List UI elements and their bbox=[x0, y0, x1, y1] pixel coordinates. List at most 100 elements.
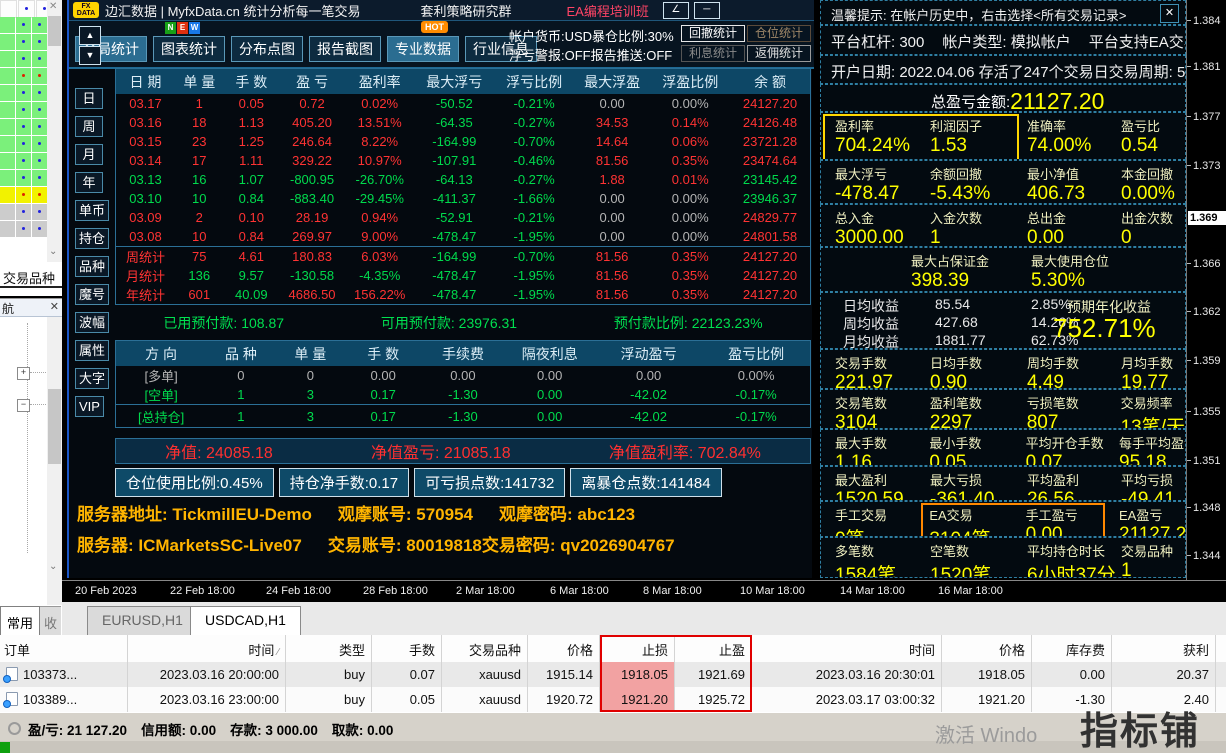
toolbar-tab-6[interactable]: 行业信息 bbox=[465, 36, 537, 62]
market-watch-cell[interactable] bbox=[32, 51, 47, 67]
market-watch-cell[interactable] bbox=[16, 17, 31, 33]
scroll-down-icon[interactable]: ⌄ bbox=[49, 246, 58, 257]
daily-row: 03.14 17 1.11 329.22 10.97% -107.91 -0.46% 81.5… bbox=[116, 151, 810, 170]
toolbar-button-1[interactable]: 回撤统计 bbox=[681, 25, 745, 42]
side-tab-9[interactable]: 波幅 bbox=[75, 312, 110, 333]
community-link[interactable]: 套利策略研究群 bbox=[420, 3, 512, 19]
order-row[interactable]: 103373... 2023.03.16 20:00:00 buy 0.07 xauus… bbox=[0, 662, 1226, 687]
toolbar-tab-2[interactable]: 图表统计 bbox=[153, 36, 225, 62]
training-link[interactable]: EA编程培训班 bbox=[566, 3, 649, 19]
tab-shoucang[interactable]: 收 bbox=[40, 606, 61, 636]
toolbar-tab-3[interactable]: 分布点图 bbox=[231, 36, 303, 62]
orders-column-header[interactable]: 价格 bbox=[942, 635, 1032, 662]
scrollbar-thumb[interactable] bbox=[48, 389, 61, 464]
market-watch-cell[interactable] bbox=[16, 221, 31, 237]
cell: -52.91 bbox=[435, 210, 473, 225]
market-watch-cell[interactable] bbox=[32, 17, 47, 33]
market-watch-scrollbar[interactable] bbox=[47, 0, 62, 262]
market-watch-cell[interactable] bbox=[32, 170, 47, 186]
market-watch-cell[interactable] bbox=[0, 119, 15, 135]
orders-column-header[interactable]: 价格 bbox=[528, 635, 600, 662]
market-watch-cell[interactable] bbox=[32, 221, 47, 237]
market-watch-cell[interactable] bbox=[0, 0, 17, 18]
chart-tab-1[interactable]: EURUSD,H1 bbox=[87, 606, 198, 635]
market-watch-cell[interactable] bbox=[32, 187, 47, 203]
toolbar-button-2[interactable]: 仓位统计 bbox=[747, 25, 811, 42]
market-watch-cell[interactable] bbox=[32, 136, 47, 152]
market-watch-cell[interactable] bbox=[32, 34, 47, 50]
market-watch-cell[interactable] bbox=[16, 204, 31, 220]
market-watch-cell[interactable] bbox=[16, 85, 31, 101]
orders-column-header[interactable]: 库存费 bbox=[1032, 635, 1112, 662]
market-watch-cell[interactable] bbox=[0, 136, 15, 152]
market-watch-cell[interactable] bbox=[16, 102, 31, 118]
orders-column-header[interactable]: 类型 bbox=[286, 635, 372, 662]
market-watch-cell[interactable] bbox=[0, 170, 15, 186]
market-watch-cell[interactable] bbox=[32, 204, 47, 220]
scrollbar-thumb[interactable] bbox=[48, 16, 61, 46]
side-tab-7[interactable]: 品种 bbox=[75, 256, 110, 277]
market-watch-cell[interactable] bbox=[16, 51, 31, 67]
market-watch-cell[interactable] bbox=[16, 187, 31, 203]
market-watch-cell[interactable] bbox=[0, 204, 15, 220]
scroll-down-icon[interactable]: ⌄ bbox=[49, 561, 58, 572]
market-watch-cell[interactable] bbox=[32, 85, 47, 101]
orders-column-header[interactable]: 止损 bbox=[600, 635, 675, 662]
market-watch-cell[interactable] bbox=[16, 153, 31, 169]
market-watch-cell[interactable] bbox=[32, 102, 47, 118]
market-watch-cell[interactable] bbox=[0, 187, 15, 203]
side-tab-4[interactable]: 年 bbox=[75, 172, 103, 193]
market-watch-cell[interactable] bbox=[32, 68, 47, 84]
toolbar-button-3[interactable]: 利息统计 bbox=[681, 45, 745, 62]
tab-changyong[interactable]: 常用 bbox=[0, 606, 40, 636]
toolbar-button-4[interactable]: 返佣统计 bbox=[747, 45, 811, 62]
column-header: 品 种 bbox=[224, 345, 257, 362]
scroll-up-button[interactable]: ▲ bbox=[79, 26, 101, 45]
orders-column-header[interactable]: 订单 bbox=[0, 635, 128, 662]
market-watch-cell[interactable] bbox=[0, 153, 15, 169]
tree-collapse-icon[interactable]: − bbox=[17, 399, 30, 412]
side-tab-3[interactable]: 月 bbox=[75, 144, 103, 165]
orders-column-header[interactable]: 时间 bbox=[752, 635, 942, 662]
market-watch-cell[interactable] bbox=[0, 85, 15, 101]
side-tab-1[interactable]: 日 bbox=[75, 88, 103, 109]
toolbar-tab-4[interactable]: 报告截图 bbox=[309, 36, 381, 62]
tree-expand-icon[interactable]: + bbox=[17, 367, 30, 380]
market-watch-cell[interactable] bbox=[16, 170, 31, 186]
market-watch-cell[interactable] bbox=[0, 17, 15, 33]
market-watch-cell[interactable] bbox=[0, 51, 15, 67]
market-watch-cell[interactable] bbox=[18, 0, 35, 18]
side-tab-11[interactable]: 大字 bbox=[75, 368, 110, 389]
side-tab-10[interactable]: 属性 bbox=[75, 340, 110, 361]
edit-icon[interactable]: ∠ bbox=[662, 1, 689, 19]
close-icon[interactable]: ✕ bbox=[49, 1, 58, 12]
orders-column-header[interactable]: 时间 ∕ bbox=[128, 635, 286, 662]
orders-column-header[interactable]: 手数 bbox=[372, 635, 442, 662]
side-tab-6[interactable]: 持仓 bbox=[75, 228, 110, 249]
market-watch-cell[interactable] bbox=[32, 119, 47, 135]
side-tab-8[interactable]: 魔号 bbox=[75, 284, 110, 305]
market-watch-cell[interactable] bbox=[16, 34, 31, 50]
side-tab-12[interactable]: VIP bbox=[75, 396, 104, 417]
market-watch-cell[interactable] bbox=[16, 119, 31, 135]
side-tab-2[interactable]: 周 bbox=[75, 116, 103, 137]
market-watch-cell[interactable] bbox=[0, 102, 15, 118]
toolbar-tab-5[interactable]: 专业数据 bbox=[387, 36, 459, 62]
market-watch-cell[interactable] bbox=[0, 68, 15, 84]
side-tab-5[interactable]: 单币 bbox=[75, 200, 110, 221]
orders-column-header[interactable]: 交易品种 bbox=[442, 635, 528, 662]
market-watch-cell[interactable] bbox=[32, 153, 47, 169]
income-value: 周均收益 bbox=[843, 316, 899, 332]
orders-column-header[interactable]: 止盈 bbox=[675, 635, 752, 662]
minimize-icon[interactable]: ─ bbox=[693, 1, 720, 19]
orders-column-header[interactable]: 获利 bbox=[1112, 635, 1216, 662]
chart-tab-2[interactable]: USDCAD,H1 bbox=[190, 606, 301, 635]
market-watch-cell[interactable] bbox=[16, 136, 31, 152]
order-row[interactable]: 103389... 2023.03.16 23:00:00 buy 0.05 xauus… bbox=[0, 687, 1226, 712]
market-watch-cell[interactable] bbox=[0, 34, 15, 50]
close-icon[interactable]: ✕ bbox=[1160, 4, 1179, 23]
market-watch-cell[interactable] bbox=[16, 68, 31, 84]
market-watch-cell[interactable] bbox=[0, 221, 15, 237]
scroll-down-button[interactable]: ▼ bbox=[79, 46, 101, 65]
close-icon[interactable]: ✕ bbox=[49, 301, 59, 313]
